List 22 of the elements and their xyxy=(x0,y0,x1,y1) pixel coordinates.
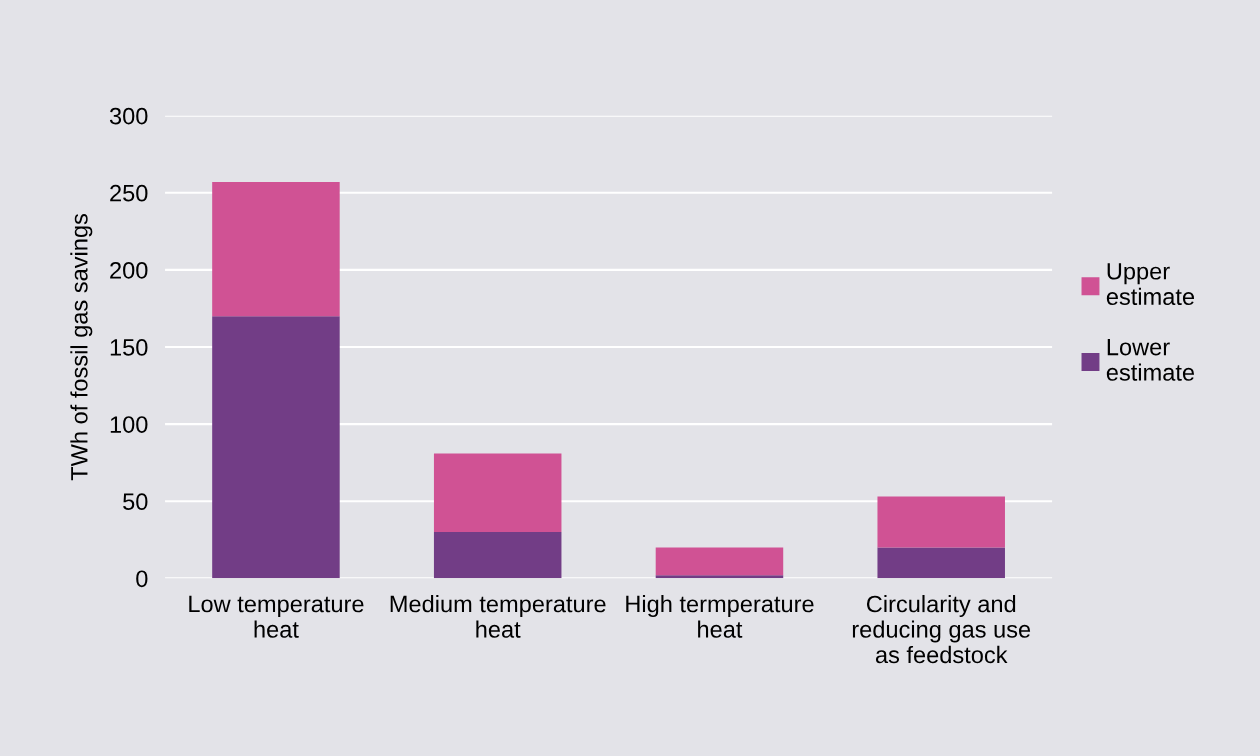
y-axis-title: TWh of fossil gas savings xyxy=(70,214,93,481)
bar xyxy=(433,532,562,579)
x-tick-label: High termperature heat xyxy=(626,595,814,638)
legend-label: Upper estimate xyxy=(1106,263,1195,306)
y-tick-label: 100 xyxy=(110,416,148,433)
bar xyxy=(877,496,1005,548)
legend-label: Lower estimate xyxy=(1106,338,1195,381)
x-tick-label: Medium temperature heat xyxy=(390,595,606,638)
y-tick-label: 150 xyxy=(110,339,148,356)
y-tick-label: 300 xyxy=(109,107,148,125)
y-tick-label: 50 xyxy=(123,493,148,511)
x-tick-label: Low temperature heat xyxy=(189,595,364,638)
x-tick-label: Circularity and reducing gas use as feedstock xyxy=(852,595,1031,664)
bar xyxy=(433,453,562,533)
bar xyxy=(212,181,340,317)
bar xyxy=(655,547,784,576)
bar xyxy=(877,547,1005,579)
y-tick-label: 200 xyxy=(110,261,148,279)
y-tick-label: 0 xyxy=(136,570,148,588)
y-tick-label: 250 xyxy=(110,184,148,202)
bar xyxy=(655,575,784,579)
bar xyxy=(212,316,340,579)
